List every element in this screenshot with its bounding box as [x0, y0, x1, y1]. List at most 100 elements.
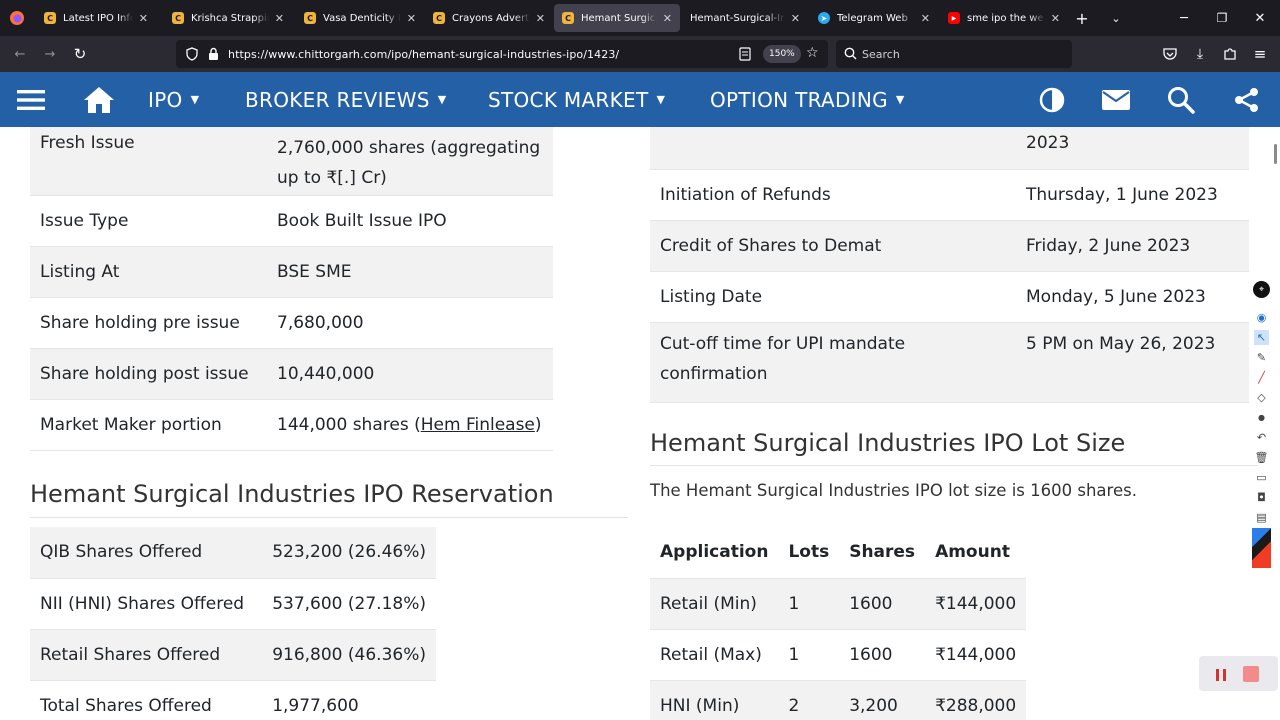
tab-close-icon[interactable]: ✕ — [138, 11, 148, 25]
list-all-tabs-chevron-icon[interactable]: ⌄ — [1111, 11, 1121, 25]
telegram-icon: ➤ — [818, 12, 830, 24]
downloads-icon[interactable]: ⤓ — [1196, 46, 1204, 62]
tab-krishca-strapping[interactable]: C Krishca Strapping ✕ — [164, 4, 292, 32]
reservation-table: QIB Shares Offered 523,200 (26.46%) NII … — [30, 527, 436, 720]
extensions-icon[interactable] — [1220, 44, 1240, 64]
nav-option-trading-label: OPTION TRADING — [710, 87, 888, 112]
hem-finlease-link[interactable]: Hem Finlease — [420, 414, 535, 435]
chittorgarh-favicon-icon: C — [44, 12, 56, 24]
scrollbar-thumb[interactable] — [1274, 144, 1277, 164]
table-cell: ₹144,000 — [925, 578, 1027, 630]
clipboard-icon[interactable]: ▤ — [1256, 511, 1267, 524]
listing-at-label: Listing At — [30, 246, 267, 298]
table-cell: 2 — [778, 680, 840, 720]
tab-hemant-surgical-pdf[interactable]: Hemant-Surgical-Indu ✕ — [682, 4, 808, 32]
minimize-window-icon[interactable]: ─ — [1180, 10, 1188, 26]
restore-window-icon[interactable]: ❐ — [1216, 11, 1228, 25]
cursor-select-icon[interactable]: ↖ — [1254, 330, 1269, 345]
pen-icon[interactable]: ✎ — [1256, 351, 1267, 364]
table-row: Share holding post issue 10,440,000 — [30, 348, 553, 400]
column-header: Shares — [839, 527, 926, 579]
tab-close-icon[interactable]: ✕ — [790, 11, 800, 25]
url-text: https://www.chittorgarh.com/ipo/hemant-s… — [228, 48, 620, 61]
tab-hemant-surgical-active[interactable]: C Hemant Surgical I ✕ — [554, 4, 680, 32]
column-header: Amount — [925, 527, 1027, 579]
eye-icon[interactable]: ◉ — [1256, 311, 1267, 324]
reservation-heading: Hemant Surgical Industries IPO Reservati… — [30, 480, 554, 508]
nav-broker-reviews[interactable]: BROKER REVIEWS ▼ — [245, 72, 447, 127]
lock-icon[interactable] — [208, 47, 219, 61]
divider — [30, 517, 628, 518]
upi-cutoff-label: Cut-off time for UPI mandate confirmatio… — [650, 322, 1016, 403]
market-maker-prefix: 144,000 shares ( — [277, 414, 421, 435]
line-tool-icon[interactable]: ╱ — [1258, 371, 1265, 384]
firefox-menu-icon[interactable] — [8, 9, 26, 27]
tab-telegram-web[interactable]: ➤ Telegram Web ✕ — [810, 4, 938, 32]
tab-title: Hemant Surgical I — [581, 12, 657, 24]
screen-icon[interactable]: ▭ — [1256, 471, 1267, 484]
nav-ipo[interactable]: IPO ▼ — [148, 72, 199, 127]
table-cell: Retail (Max) — [650, 629, 779, 681]
hamburger-menu-icon[interactable]: ≡ — [1253, 45, 1267, 63]
demat-credit-label: Credit of Shares to Demat — [650, 220, 1016, 272]
demat-credit-value: Friday, 2 June 2023 — [1016, 220, 1249, 272]
tab-youtube-sme-ipo[interactable]: ▶ sme ipo the weal ✕ — [940, 4, 1068, 32]
pocket-icon[interactable] — [1160, 44, 1180, 64]
tab-crayons-advertising[interactable]: C Crayons Advertisi ✕ — [425, 4, 553, 32]
tab-vasa-denticity[interactable]: C Vasa Denticity IPO ✕ — [296, 4, 424, 32]
fresh-issue-label: Fresh Issue — [30, 127, 267, 196]
share-icon[interactable] — [1232, 72, 1262, 127]
tab-title: Telegram Web — [837, 12, 908, 24]
new-tab-plus-icon[interactable]: + — [1075, 8, 1089, 28]
pause-recording-button[interactable] — [1214, 667, 1228, 681]
nii-value: 537,600 (27.18%) — [262, 578, 436, 630]
undo-icon[interactable]: ↶ — [1256, 431, 1267, 444]
table-row: Retail (Max) 1 1600 ₹144,000 — [650, 629, 1027, 681]
search-icon[interactable] — [1166, 72, 1196, 127]
table-cell: 3,200 — [839, 680, 926, 720]
shield-icon[interactable] — [186, 47, 198, 61]
nav-stock-market[interactable]: STOCK MARKET ▼ — [488, 72, 665, 127]
table-cell: Retail (Min) — [650, 578, 779, 630]
retail-label: Retail Shares Offered — [30, 629, 263, 681]
tab-close-icon[interactable]: ✕ — [535, 11, 545, 25]
nav-option-trading[interactable]: OPTION TRADING ▼ — [710, 72, 905, 127]
table-cell: 1600 — [839, 629, 926, 681]
trash-icon[interactable]: 🗑 — [1254, 451, 1269, 464]
reader-view-icon[interactable] — [739, 47, 751, 61]
tab-latest-ipo[interactable]: C Latest IPO Informa ✕ — [36, 4, 156, 32]
address-bar[interactable]: https://www.chittorgarh.com/ipo/hemant-s… — [176, 40, 828, 68]
color-palette-swatch[interactable] — [1252, 528, 1271, 568]
back-arrow-icon[interactable]: ← — [14, 46, 26, 62]
chittorgarh-favicon-icon: C — [562, 12, 574, 24]
bookmark-star-icon[interactable]: ☆ — [806, 45, 819, 61]
tab-title: Latest IPO Informa — [63, 12, 133, 24]
tab-close-icon[interactable]: ✕ — [406, 11, 416, 25]
tab-close-icon[interactable]: ✕ — [662, 11, 672, 25]
zoom-level-badge[interactable]: 150% — [763, 45, 801, 63]
tab-close-icon[interactable]: ✕ — [274, 11, 284, 25]
tab-close-icon[interactable]: ✕ — [920, 11, 930, 25]
forward-arrow-icon[interactable]: → — [44, 46, 56, 62]
dot-size-icon[interactable]: ● — [1258, 413, 1265, 422]
reload-icon[interactable]: ↻ — [73, 45, 87, 63]
divider — [650, 465, 1258, 466]
caret-down-icon: ▼ — [895, 93, 905, 106]
annotation-logo-icon[interactable]: ⌖ — [1253, 281, 1270, 298]
annotation-toolbar: ⌖ ◉ ↖ ✎ ╱ ◇ ● ↶ 🗑 ▭ ◘ ▤ — [1251, 278, 1272, 568]
table-cell: 1 — [778, 578, 840, 630]
camera-icon[interactable]: ◘ — [1257, 491, 1266, 504]
home-icon[interactable] — [80, 72, 118, 127]
stop-recording-button[interactable] — [1243, 666, 1259, 682]
eraser-icon[interactable]: ◇ — [1257, 391, 1266, 404]
tab-title: Vasa Denticity IPO — [323, 12, 401, 24]
email-icon[interactable] — [1100, 72, 1132, 127]
tab-close-icon[interactable]: ✕ — [1050, 11, 1060, 25]
contrast-toggle-icon[interactable] — [1037, 72, 1067, 127]
nav-stock-market-label: STOCK MARKET — [488, 87, 649, 112]
menu-hamburger-icon[interactable] — [16, 72, 46, 127]
search-bar[interactable]: Search — [836, 40, 1072, 68]
caret-down-icon: ▼ — [437, 93, 447, 106]
table-row: Retail (Min) 1 1600 ₹144,000 — [650, 578, 1027, 630]
close-window-icon[interactable]: ✕ — [1254, 10, 1266, 26]
